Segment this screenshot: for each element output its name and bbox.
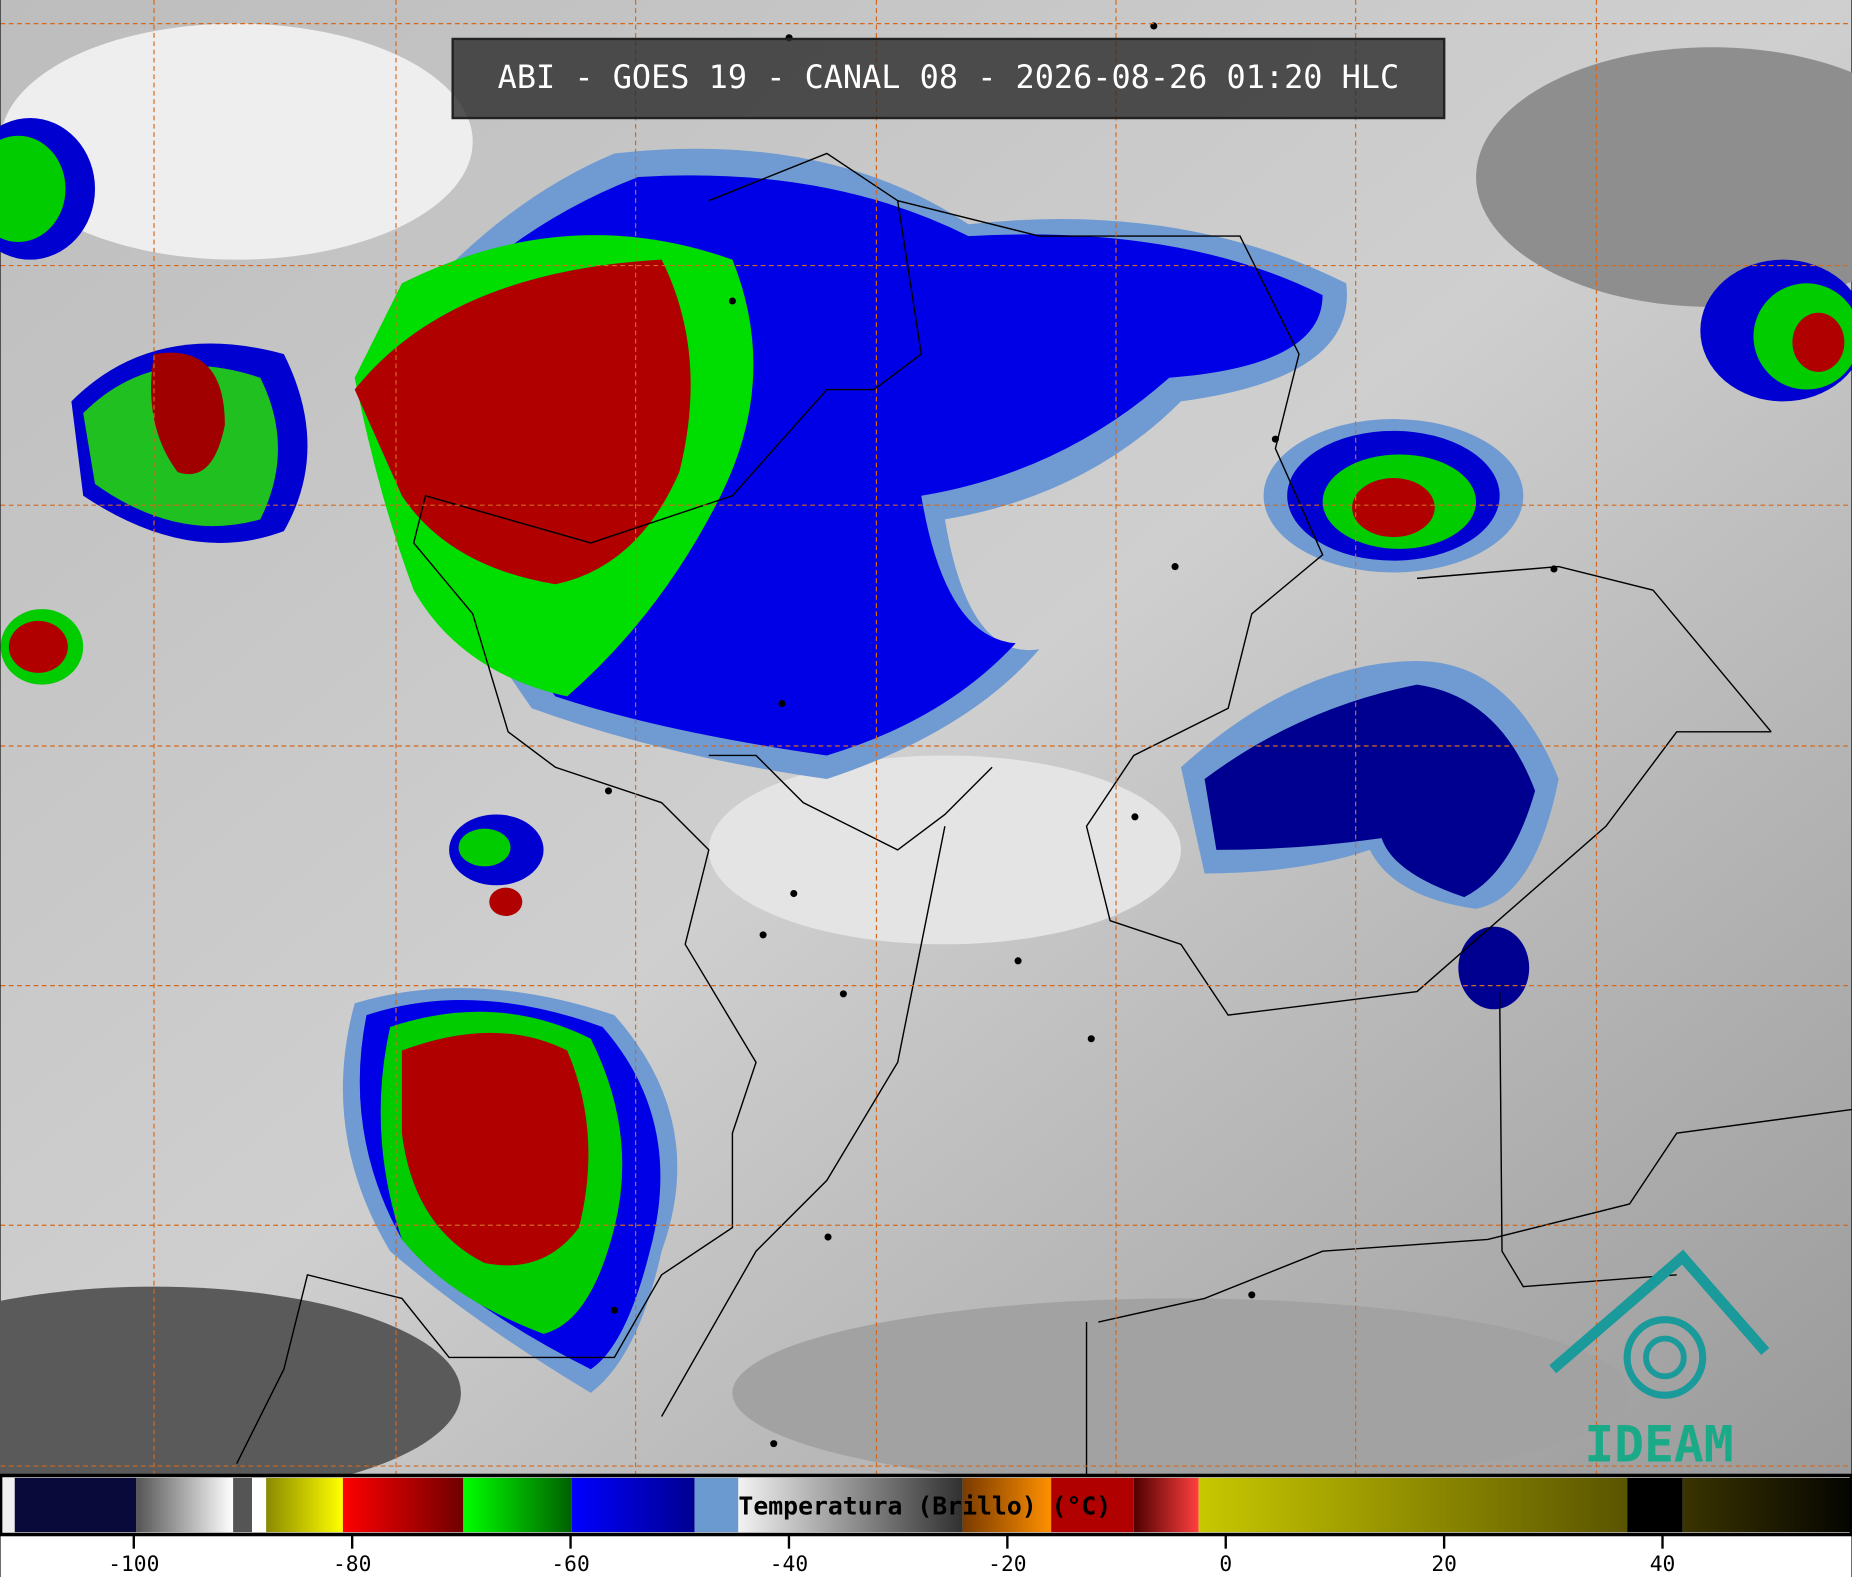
title-box: ABI - GOES 19 - CANAL 08 - 2026-08-26 01… (451, 37, 1446, 120)
logo: IDEAM (1549, 1249, 1770, 1473)
colorbar-axis: -100 -80 -60 -40 -20 0 20 40 (108, 1534, 1676, 1577)
tick-label: 40 (1650, 1552, 1676, 1577)
colorbar-label: Temperatura (Brillo) (°C) (738, 1491, 1111, 1520)
tick-label: -100 (108, 1552, 159, 1577)
tick-label: 0 (1219, 1552, 1232, 1577)
tick-label: -40 (770, 1552, 808, 1577)
graticule (0, 0, 1852, 1476)
tick-label: 20 (1431, 1552, 1457, 1577)
title: ABI - GOES 19 - CANAL 08 - 2026-08-26 01… (498, 58, 1400, 96)
tick-label: -80 (333, 1552, 371, 1577)
logo-text: IDEAM (1584, 1415, 1733, 1473)
colorbar: Temperatura (Brillo) (°C) (0, 1473, 1852, 1577)
tick-label: -60 (551, 1552, 589, 1577)
imagery (0, 0, 1852, 1500)
tick-label: -20 (988, 1552, 1026, 1577)
